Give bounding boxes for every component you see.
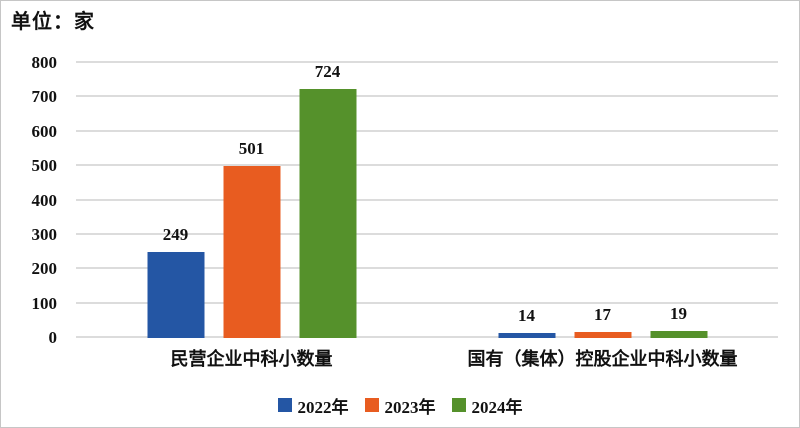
bar-value-label: 501 [238,138,265,158]
y-axis-tick-label: 800 [31,53,58,72]
legend-swatch [451,398,466,412]
legend-item-0: 2022年 [277,393,349,418]
gridline [76,232,778,235]
bar-group: 249 501 724 [147,62,356,338]
plot-area: 249 501 724 14 17 19 [76,61,778,338]
gridline [76,267,778,270]
bar-series-0: 249 [147,225,204,338]
bar-group: 14 17 19 [498,63,707,338]
x-category-label: 民营企业中科小数量 [170,349,333,369]
chart-title: 单位：家 [11,11,95,33]
gridline [76,95,778,98]
gridline [76,61,778,63]
bar-value-label: 249 [162,225,189,245]
x-axis-labels: 民营企业中科小数量 国有（集体）控股企业中科小数量 [76,345,778,373]
bar-value-label: 19 [670,304,687,324]
bar-series-2: 19 [650,304,707,338]
bar-series-2: 724 [299,62,356,338]
legend-label: 2023年 [384,397,436,417]
y-axis-tick-label: 700 [31,87,58,107]
legend-label: 2024年 [471,397,523,417]
gridline [76,336,778,338]
y-axis-tick-label: 600 [31,121,58,141]
legend-swatch [364,398,379,412]
y-axis-tick-label: 200 [31,259,58,279]
y-axis-tick-label: 400 [31,190,58,210]
legend-swatch [277,398,292,412]
gridline [76,301,778,304]
gridline [76,198,778,201]
y-axis-tick-label: 300 [31,224,58,244]
y-axis-tick-label: 500 [31,156,58,176]
y-axis: 0 100 200 300 400 500 600 700 800 [1,53,58,347]
y-axis-tick-label: 0 [48,328,58,347]
legend-item-1: 2023年 [364,393,436,418]
x-category-label: 国有（集体）控股企业中科小数量 [467,349,738,369]
bar-value-label: 14 [518,306,535,326]
bar-series-1: 17 [574,305,631,338]
legend-label: 2022年 [297,397,349,417]
legend-item-2: 2024年 [451,393,523,418]
legend: 2022年 2023年 2024年 [1,393,799,417]
bar-value-label: 17 [594,305,611,325]
bar-series-1: 501 [223,139,280,338]
gridline [76,129,778,132]
y-axis-tick-label: 100 [31,293,58,313]
bar-value-label: 724 [314,62,341,82]
gridline [76,164,778,167]
bar-series-0: 14 [498,306,555,338]
